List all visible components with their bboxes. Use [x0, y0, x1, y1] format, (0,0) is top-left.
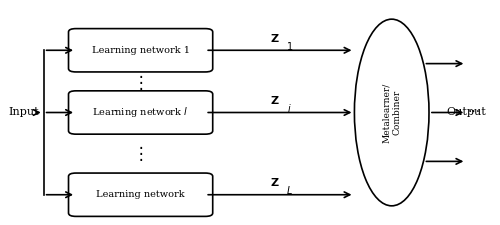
Text: Learning network 1: Learning network 1 — [92, 46, 190, 55]
Text: $\mathbf{Z}$: $\mathbf{Z}$ — [270, 176, 280, 189]
Text: $\mathbf{Z}$: $\mathbf{Z}$ — [270, 94, 280, 106]
Text: Learning network $l$: Learning network $l$ — [92, 106, 188, 119]
Text: Learning network: Learning network — [96, 190, 185, 199]
Ellipse shape — [354, 19, 429, 206]
Text: Metalearner/
Combiner: Metalearner/ Combiner — [382, 82, 402, 143]
FancyBboxPatch shape — [68, 173, 212, 216]
Text: $\mathbf{Z}$: $\mathbf{Z}$ — [270, 32, 280, 44]
Text: Output: Output — [446, 108, 486, 117]
FancyBboxPatch shape — [68, 29, 212, 72]
Text: $L$: $L$ — [286, 184, 293, 196]
Text: ⋮: ⋮ — [132, 145, 149, 163]
Text: $1$: $1$ — [286, 40, 294, 52]
Text: $i$: $i$ — [288, 102, 292, 114]
Text: Input: Input — [9, 108, 40, 117]
Text: ···: ··· — [468, 106, 480, 119]
Text: ⋮: ⋮ — [132, 74, 149, 92]
FancyBboxPatch shape — [68, 91, 212, 134]
